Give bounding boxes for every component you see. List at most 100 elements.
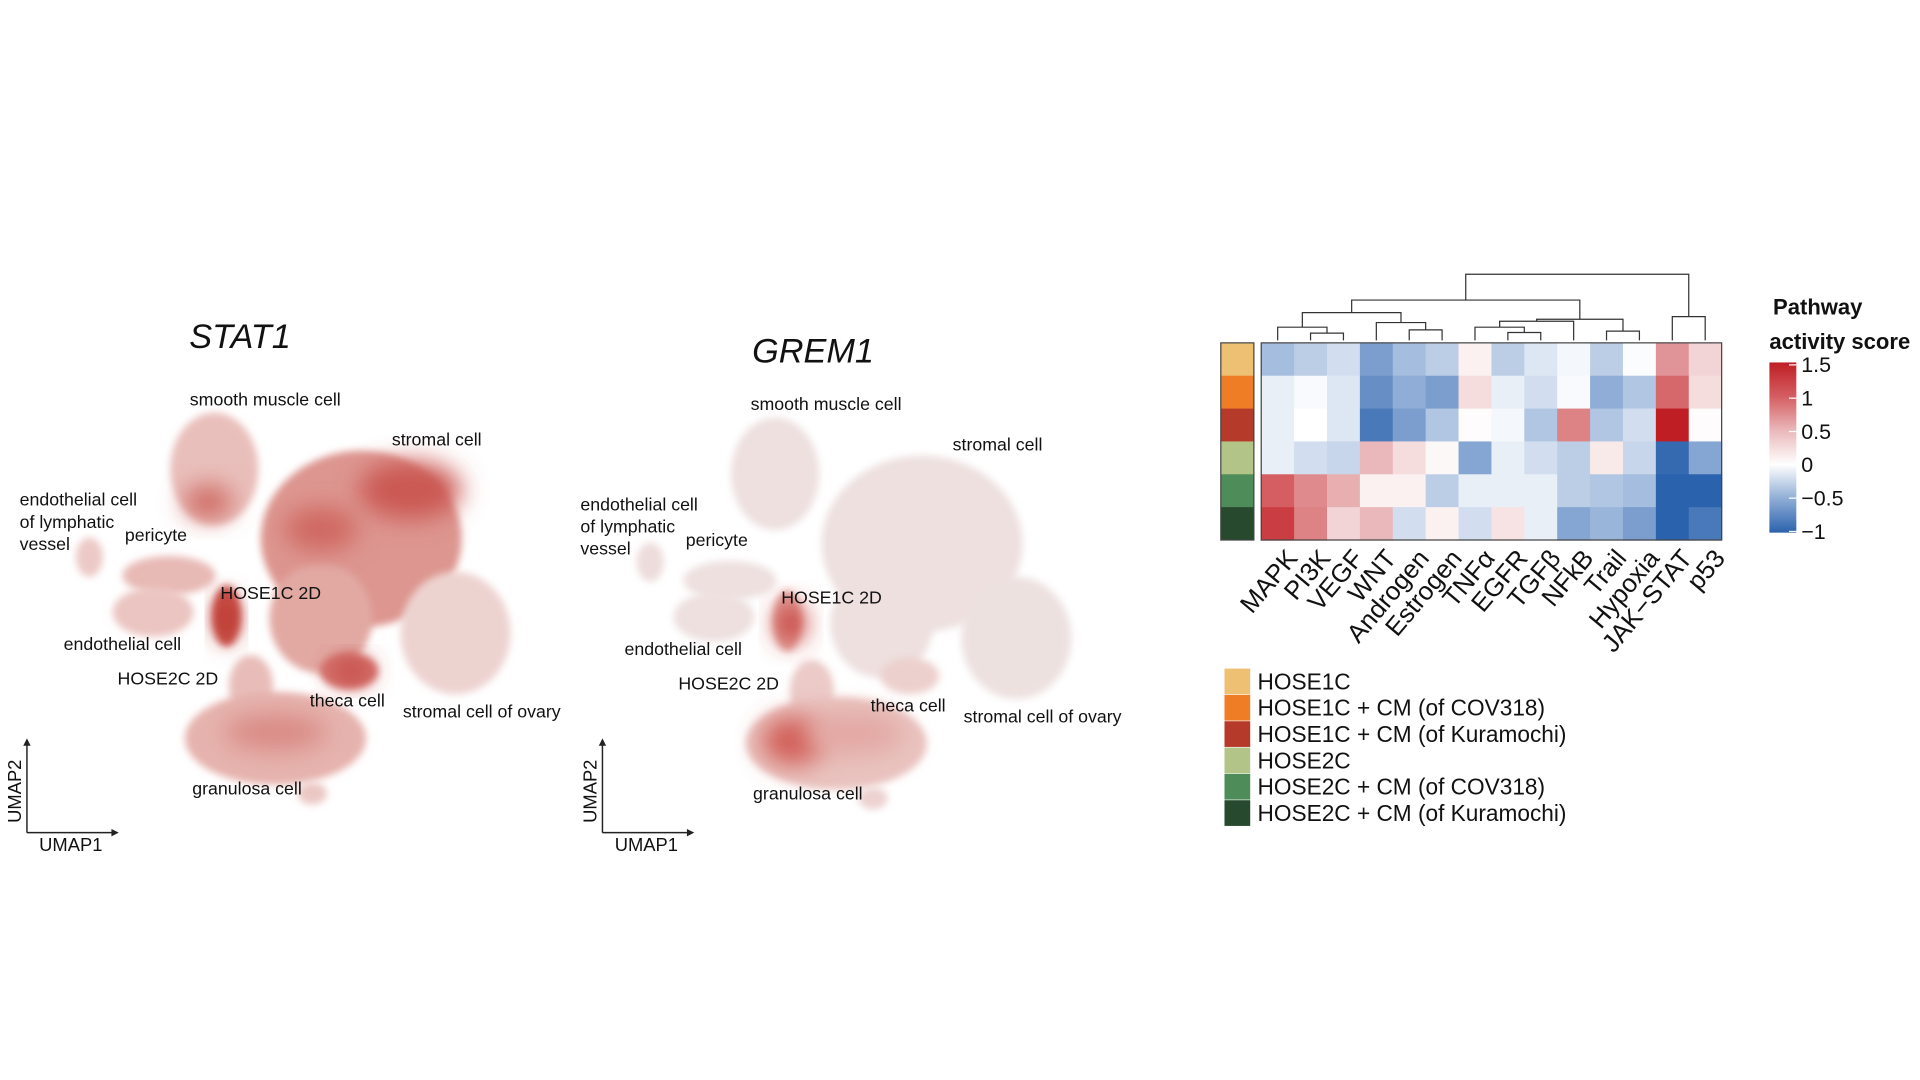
- heatmap-cell: [1491, 375, 1525, 410]
- dendrogram-branch: [1499, 320, 1575, 341]
- legend-label: HOSE2C + CM (of Kuramochi): [1258, 800, 1567, 826]
- cluster-label: stromal cell: [392, 430, 482, 450]
- umap-panel-grem1: GREM1 smooth muscle cell stromal cell endo…: [579, 332, 1121, 855]
- cell-cluster: [269, 563, 373, 674]
- heatmap-cell: [1294, 441, 1328, 475]
- heatmap-cell: [1458, 408, 1493, 443]
- heatmap-cell: [1458, 375, 1493, 410]
- heatmap-cell: [1622, 507, 1657, 541]
- dendrogram-branch: [1375, 321, 1427, 341]
- heatmap-cell: [1622, 342, 1657, 377]
- cluster-label: endothelial cell: [580, 495, 697, 515]
- legend-label: HOSE1C: [1258, 668, 1351, 694]
- heatmap-cell: [1688, 408, 1723, 443]
- heatmap-cell: [1425, 474, 1460, 508]
- cluster-label: smooth muscle cell: [190, 389, 341, 409]
- heatmap-cell: [1688, 342, 1723, 377]
- legend-swatch: [1224, 800, 1251, 826]
- heatmap-cell: [1392, 441, 1427, 475]
- dendrogram-branch: [1605, 330, 1641, 341]
- heatmap-cell: [1688, 474, 1723, 508]
- dendrogram-branch: [1301, 312, 1402, 328]
- legend-swatch: [1224, 721, 1251, 747]
- heatmap-cell: [1359, 342, 1394, 377]
- y-axis-label: UMAP2: [579, 760, 600, 823]
- heatmap-cell: [1491, 507, 1525, 541]
- panel-title: STAT1: [189, 318, 291, 356]
- row-annotation-cell: [1220, 474, 1254, 508]
- heatmap-cell: [1688, 441, 1723, 475]
- legend-label: HOSE2C + CM (of COV318): [1258, 774, 1546, 800]
- heatmap-cell: [1392, 507, 1427, 541]
- heatmap-cell: [1261, 441, 1295, 475]
- heatmap-cell: [1326, 441, 1361, 475]
- cluster-label: theca cell: [310, 691, 385, 711]
- heatmap-cell: [1326, 408, 1361, 443]
- heatmap-cell: [1655, 375, 1690, 410]
- cell-cluster: [880, 657, 940, 695]
- heatmap-cell: [1590, 507, 1624, 541]
- heatmap-cell: [1425, 375, 1460, 410]
- heatmap-cell: [1359, 441, 1394, 475]
- heatmap-cell: [1524, 474, 1558, 508]
- heatmap-cell: [1326, 342, 1361, 377]
- heatmap-cell: [1655, 507, 1690, 541]
- expression-hotspot: [805, 711, 904, 756]
- row-annotation-cell: [1220, 342, 1254, 377]
- dendrogram-branch: [1351, 299, 1581, 320]
- arrow-right-icon: [686, 828, 695, 837]
- cell-cluster: [75, 537, 103, 577]
- cluster-labels: smooth muscle cell stromal cell endothelia…: [580, 394, 1121, 803]
- row-annotation-cell: [1220, 408, 1254, 442]
- heatmap-cell: [1524, 507, 1558, 541]
- umap-axes: UMAP1 UMAP2: [579, 738, 695, 855]
- cell-cluster: [112, 587, 194, 637]
- expression-hotspot: [331, 658, 372, 684]
- heatmap-cell: [1261, 474, 1295, 508]
- column-dendrogram: [1277, 273, 1706, 341]
- cluster-label: theca cell: [871, 695, 946, 715]
- cluster-label: HOSE1C 2D: [781, 588, 882, 608]
- row-annotation-cell: [1220, 375, 1254, 409]
- cell-cluster: [673, 592, 755, 642]
- heatmap-cell: [1425, 507, 1460, 541]
- cluster-label: of lymphatic: [580, 517, 675, 537]
- row-annotation-cell: [1220, 507, 1254, 541]
- legend-swatch: [1224, 773, 1251, 800]
- cell-cluster: [683, 560, 777, 600]
- heatmap-cell: [1359, 375, 1394, 410]
- heatmap-cell: [1261, 408, 1295, 443]
- heatmap-cell: [1491, 342, 1525, 377]
- heatmap-cell: [1622, 375, 1657, 410]
- legend-swatch: [1224, 747, 1251, 774]
- heatmap-cell: [1557, 408, 1591, 443]
- heatmap-cell: [1557, 375, 1591, 410]
- colorbar-tick-label: −0.5: [1801, 486, 1843, 510]
- heatmap-cell: [1294, 408, 1328, 443]
- heatmap-cell: [1557, 474, 1591, 508]
- cluster-label: endothelial cell: [624, 639, 741, 659]
- heatmap-cell: [1524, 342, 1558, 377]
- dendrogram-branch: [1474, 326, 1525, 341]
- colorbar-tick-label: 1.5: [1801, 353, 1831, 377]
- cell-cluster: [858, 787, 888, 810]
- heatmap-cell: [1359, 507, 1394, 541]
- heatmap-cell: [1261, 375, 1295, 410]
- heatmap-cell: [1326, 375, 1361, 410]
- umap-panel-stat1: STAT1 smooth muscle cell stromal cell endo…: [4, 318, 561, 855]
- heatmap-cell: [1622, 474, 1657, 508]
- colorbar-title-line2: activity score: [1769, 329, 1910, 354]
- cell-cluster: [636, 542, 664, 582]
- heatmap-cell: [1425, 342, 1460, 377]
- cluster-label: HOSE2C 2D: [118, 668, 219, 688]
- heatmap-cell: [1458, 441, 1493, 475]
- heatmap-cell: [1261, 507, 1295, 541]
- cell-cluster: [297, 782, 327, 805]
- heatmap-cell: [1392, 342, 1427, 377]
- heatmap-cell: [1326, 474, 1361, 508]
- dendrogram-branch: [1408, 329, 1443, 341]
- heatmap-cell: [1491, 441, 1525, 475]
- cluster-label: stromal cell: [953, 435, 1043, 455]
- colorbar-tick-label: 1: [1801, 387, 1813, 411]
